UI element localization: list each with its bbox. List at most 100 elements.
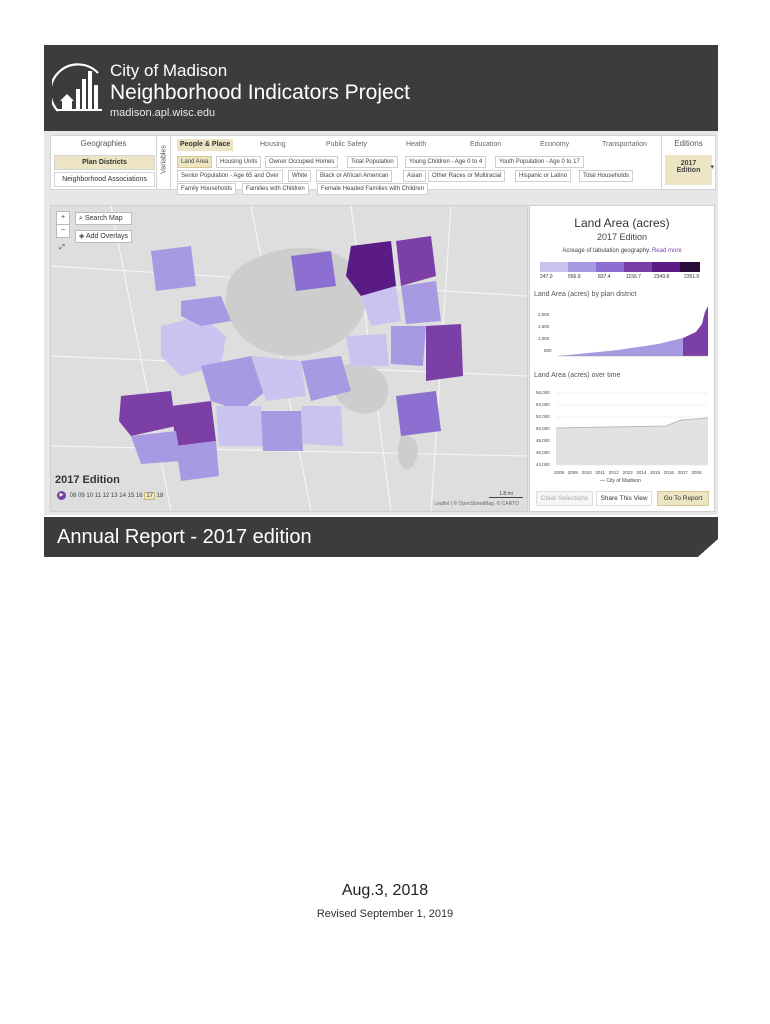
year-list[interactable]: 08 09 10 11 12 13 14 15 16 — [69, 493, 143, 500]
tab-education[interactable]: Education — [470, 141, 502, 148]
district-chart-title: Land Area (acres) by plan district — [534, 291, 637, 298]
time-xtick: 2011 — [595, 470, 606, 475]
search-map-button[interactable]: ⌕ Search Map — [75, 212, 132, 225]
editions-panel: Editions 2017 Edition ▾ — [661, 135, 716, 190]
chip-owner-occupied[interactable]: Owner Occupied Homes — [265, 156, 339, 168]
tab-people-place[interactable]: People & Place — [177, 139, 234, 151]
selected-year[interactable]: 17 — [144, 492, 155, 501]
chip-senior-population[interactable]: Senior Population - Age 65 and Over — [177, 170, 283, 182]
app-screenshot: Geographies Plan Districts Neighborhood … — [44, 131, 718, 515]
time-xtick: 2009 — [567, 470, 578, 475]
chip-families-children[interactable]: Families with Children — [242, 183, 309, 195]
add-overlays-button[interactable]: ◈ Add Overlays — [75, 230, 132, 243]
indicator-edition: 2017 Edition — [596, 232, 648, 242]
fullscreen-icon[interactable]: ⤢ — [59, 244, 65, 251]
legend-swatch-6 — [680, 262, 700, 272]
chip-housing-units[interactable]: Housing Units — [216, 156, 262, 168]
indicator-desc-text: Acreage of tabulation geography. — [562, 248, 651, 254]
time-ytick-6: 46,000 — [536, 450, 550, 455]
geographies-panel: Geographies Plan Districts Neighborhood … — [50, 135, 157, 190]
chip-land-area[interactable]: Land Area — [177, 156, 213, 168]
map-edition-label: 2017 Edition — [55, 474, 120, 486]
time-xtick: 2014 — [636, 470, 647, 475]
chip-youth-population[interactable]: Youth Population - Age 0 to 17 — [495, 156, 584, 168]
legend-swatch-1 — [540, 262, 568, 272]
chip-family-households[interactable]: Family Households — [177, 183, 237, 195]
add-overlays-label: Add Overlays — [85, 233, 128, 240]
district-polygons — [119, 236, 463, 481]
legend-label-3: 837.4 — [598, 274, 611, 280]
tab-transportation[interactable]: Transportation — [602, 141, 647, 148]
header-banner: City of Madison Neighborhood Indicators … — [44, 45, 718, 131]
legend-label-4: 1156.7 — [626, 274, 641, 280]
tab-public-safety[interactable]: Public Safety — [326, 141, 367, 148]
edition-select[interactable]: 2017 Edition ▾ — [665, 155, 714, 185]
clear-selections-button[interactable]: Clear Selections — [536, 491, 593, 506]
time-ytick-3: 52,000 — [536, 414, 550, 419]
variables-label: Variables — [160, 145, 168, 174]
time-legend-label: City of Madison — [606, 478, 641, 484]
time-ytick-4: 50,000 — [536, 426, 550, 431]
geographies-title: Geographies — [80, 139, 127, 148]
legend-label-1: 247.0 — [540, 274, 553, 280]
report-title: Annual Report - 2017 edition — [57, 526, 312, 548]
edition-word: Edition — [676, 167, 701, 174]
district-ytick-3: 1,000 — [538, 336, 550, 341]
map-scale: 1.8 mi — [489, 491, 523, 498]
editions-title: Editions — [674, 139, 703, 148]
district-ytick-2: 1,500 — [538, 324, 550, 329]
time-ytick-7: 44,000 — [536, 462, 550, 467]
search-icon: ⌕ — [79, 215, 83, 222]
project-url: madison.apl.wisc.edu — [110, 107, 216, 119]
district-bar-chart — [558, 306, 708, 357]
share-view-button[interactable]: Share This View — [596, 491, 652, 506]
variables-panel: People & Place Housing Public Safety Hea… — [170, 135, 662, 195]
time-legend: — City of Madison — [600, 478, 641, 484]
city-title: City of Madison — [110, 61, 228, 80]
report-title-band: Annual Report - 2017 edition — [44, 517, 718, 557]
time-ytick-1: 56,000 — [536, 390, 550, 395]
tab-housing[interactable]: Housing — [260, 141, 286, 148]
time-xtick: 2018 — [691, 470, 702, 475]
chip-young-children[interactable]: Young Children - Age 0 to 4 — [405, 156, 487, 168]
zoom-in-button[interactable]: + — [56, 211, 70, 225]
geo-neighborhood-associations[interactable]: Neighborhood Associations — [54, 172, 155, 187]
layers-icon: ◈ — [79, 233, 85, 240]
zoom-out-button[interactable]: − — [56, 224, 70, 238]
report-date: Aug.3, 2018 — [341, 882, 429, 899]
indicator-description: Acreage of tabulation geography. Read mo… — [530, 248, 714, 254]
time-xtick: 2017 — [677, 470, 688, 475]
read-more-link[interactable]: Read more — [651, 248, 682, 254]
chip-other-races[interactable]: Other Races or Multiracial — [428, 170, 506, 182]
chip-total-households[interactable]: Total Households — [579, 170, 634, 182]
chip-black[interactable]: Black or African American — [316, 170, 393, 182]
play-icon[interactable]: ▶ — [57, 491, 66, 500]
chip-white[interactable]: White — [288, 170, 312, 182]
indicator-panel: Land Area (acres) 2017 Edition Acreage o… — [529, 205, 715, 512]
choropleth-map[interactable]: + − ⤢ ⌕ Search Map ◈ Add Overlays 2017 E… — [50, 205, 528, 512]
time-xtick: 2010 — [581, 470, 592, 475]
map-canvas — [51, 206, 527, 511]
geo-plan-districts[interactable]: Plan Districts — [54, 155, 155, 170]
tab-health[interactable]: Health — [406, 141, 427, 148]
chip-hispanic[interactable]: Hispanic or Latino — [515, 170, 572, 182]
chip-total-population[interactable]: Total Population — [347, 156, 398, 168]
map-attribution: Leaflet | © OpenStreetMap, © CARTO — [434, 501, 519, 507]
time-xtick: 2012 — [608, 470, 619, 475]
tab-economy[interactable]: Economy — [540, 141, 570, 148]
chip-female-headed[interactable]: Female Headed Families with Children — [317, 183, 429, 195]
time-xticks: 2008 2009 2010 2011 2012 2013 2014 2015 … — [554, 470, 714, 475]
district-ytick-4: 500 — [544, 348, 552, 353]
edition-year: 2017 — [680, 160, 697, 167]
year-next[interactable]: 18 — [156, 493, 164, 500]
search-map-label: Search Map — [84, 215, 123, 222]
go-to-report-button[interactable]: Go To Report — [657, 491, 709, 506]
time-xtick: 2015 — [650, 470, 661, 475]
legend-label-5: 2349.8 — [654, 274, 670, 280]
time-ytick-2: 54,000 — [536, 402, 550, 407]
time-ytick-5: 48,000 — [536, 438, 550, 443]
chip-asian[interactable]: Asian — [403, 170, 427, 182]
legend-swatch-2 — [568, 262, 596, 272]
time-area-chart — [556, 392, 708, 466]
legend-swatch-5 — [652, 262, 680, 272]
